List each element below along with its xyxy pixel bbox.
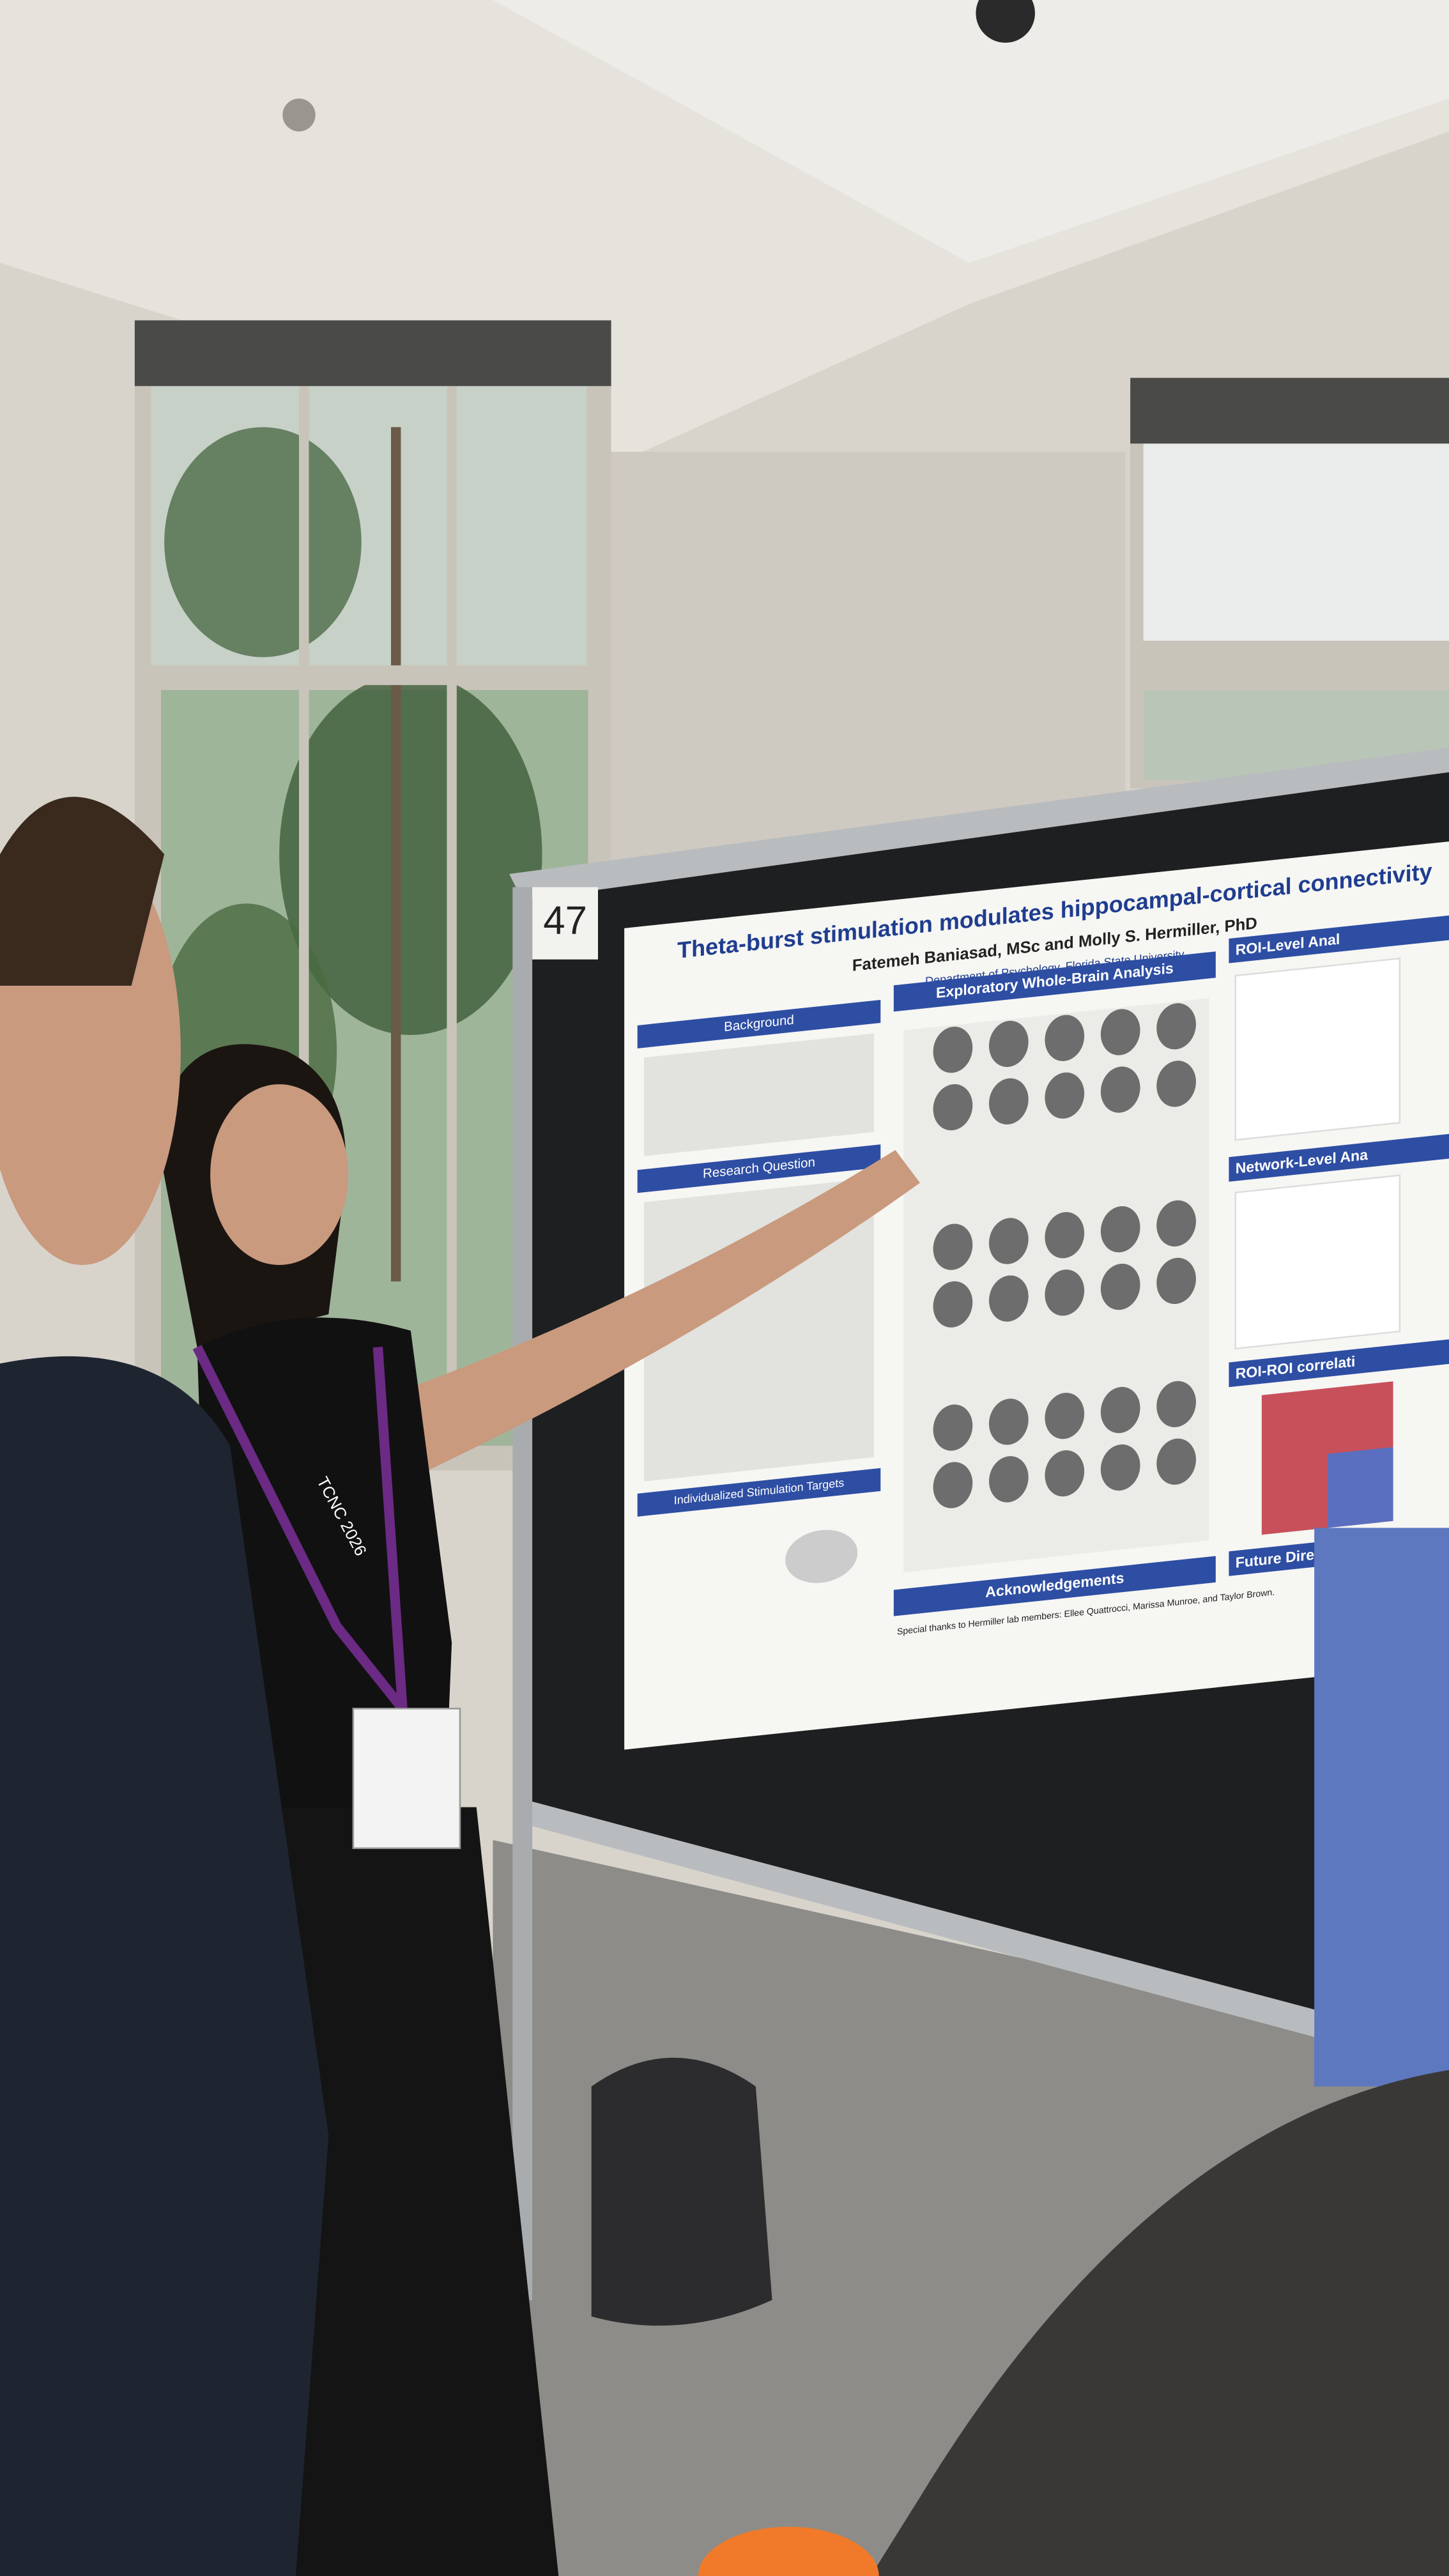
blind <box>1130 378 1449 444</box>
brain-slice <box>933 1404 973 1451</box>
tree <box>279 673 542 1035</box>
brain-slice <box>989 1218 1029 1264</box>
brain-slice <box>1045 1450 1085 1497</box>
section-header <box>1229 915 1449 963</box>
face <box>210 1084 349 1265</box>
jacket <box>870 2070 1449 2576</box>
brain-slice <box>989 1275 1029 1322</box>
heatmap-block <box>1327 1446 1393 1528</box>
shirt <box>0 1356 329 2576</box>
brain-slice <box>1045 1212 1085 1259</box>
brain-slice <box>1156 1061 1197 1107</box>
brain-slice <box>1045 1015 1085 1061</box>
plaid-shirt <box>1314 1528 1449 2087</box>
lanyard <box>192 1345 409 1724</box>
brain-slice <box>933 1026 973 1073</box>
poster: Theta-burst stimulation modulates hippoc… <box>624 841 1449 1750</box>
text-block <box>644 1033 874 1156</box>
brain-slice <box>1100 1386 1140 1434</box>
mullion <box>151 665 595 686</box>
board-rail <box>509 747 1449 901</box>
brain-slice <box>1156 1438 1197 1485</box>
brain-slice <box>1156 1381 1197 1427</box>
section-header <box>1229 1339 1449 1388</box>
section-header <box>637 1144 881 1193</box>
brain-slice <box>1156 1003 1197 1050</box>
brain-slice <box>1045 1392 1085 1439</box>
mullion <box>447 378 457 1446</box>
brain-slice <box>1100 1066 1140 1113</box>
brain-slice <box>933 1281 973 1328</box>
chart-panel <box>1234 957 1401 1141</box>
brain-slice <box>1045 1269 1085 1316</box>
section-header <box>893 1556 1216 1616</box>
backpack <box>591 2057 772 2326</box>
number-card <box>532 887 598 960</box>
arm <box>386 1150 920 1479</box>
brain-slice <box>989 1399 1029 1445</box>
orange-object <box>698 2526 879 2576</box>
brain-slice <box>1100 1206 1140 1253</box>
brain-slice <box>989 1078 1029 1125</box>
brain-slice <box>989 1020 1029 1068</box>
brain-slice <box>933 1084 973 1131</box>
brain-slice <box>1100 1444 1140 1491</box>
brain-slice <box>1045 1072 1085 1119</box>
ceiling-tile <box>493 0 1449 263</box>
window-pane <box>1143 443 1449 641</box>
section-header <box>1229 1133 1449 1182</box>
tree <box>164 427 362 657</box>
poster-number: 47 <box>543 898 587 942</box>
trunk <box>391 427 401 1282</box>
chart-panel <box>1234 1174 1401 1350</box>
blind <box>134 320 611 387</box>
section-header <box>637 999 881 1048</box>
ceiling-light <box>282 98 316 132</box>
brain-slice <box>1100 1009 1140 1055</box>
section-header <box>893 951 1216 1012</box>
brain-slice <box>989 1456 1029 1503</box>
brain-icon <box>785 1529 858 1583</box>
brain-slice <box>1156 1200 1197 1247</box>
section-header <box>637 1468 881 1517</box>
brain-slice <box>1156 1257 1197 1305</box>
camera <box>976 0 1035 43</box>
hair <box>0 797 165 986</box>
brain-grid <box>903 998 1209 1573</box>
brain-slice <box>933 1223 973 1270</box>
brain-slice <box>1100 1263 1140 1310</box>
board-rail <box>522 1798 1449 2074</box>
board-leg <box>512 887 533 2301</box>
name-badge <box>352 1708 461 1850</box>
text-block <box>644 1177 874 1482</box>
brain-slice <box>933 1462 973 1508</box>
